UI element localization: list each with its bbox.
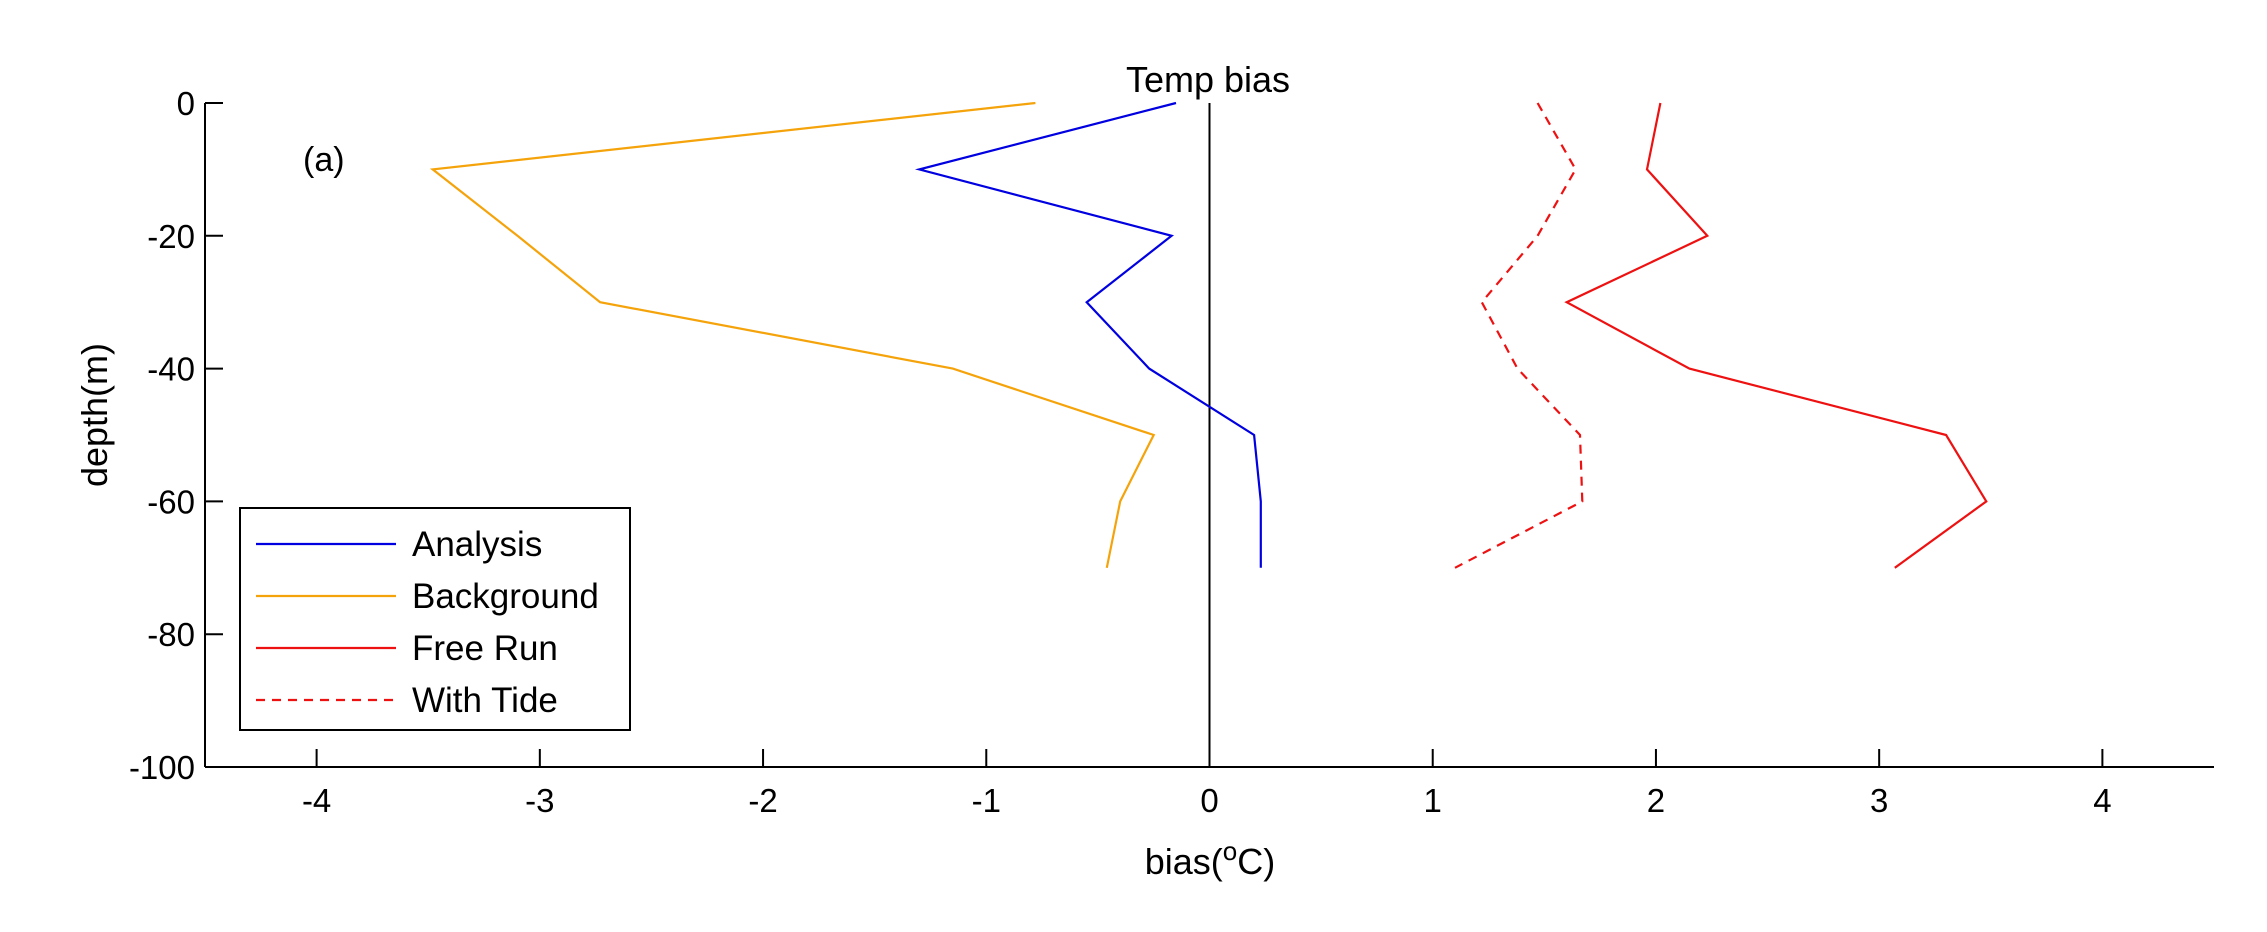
x-axis-title-base: bias( [1145,841,1223,882]
x-tick-label: 0 [1200,782,1218,819]
y-tick-label: -60 [147,483,195,520]
y-tick-label: -100 [129,749,195,786]
x-tick-label: -3 [525,782,554,819]
x-tick-label: 2 [1647,782,1665,819]
x-tick-label: -1 [972,782,1001,819]
y-tick-label: 0 [177,85,195,122]
y-axis-title: depth(m) [74,343,115,487]
y-tick-label: -40 [147,351,195,388]
x-tick-label: 1 [1424,782,1442,819]
x-tick-label: 3 [1870,782,1888,819]
y-tick-label: -20 [147,218,195,255]
chart-title: Temp bias [1126,59,1290,100]
legend-label-analysis: Analysis [412,525,542,564]
series-line-with-tide [1454,102,1584,569]
x-tick-label: -2 [748,782,777,819]
series-line-background [429,101,1156,569]
legend-label-free-run: Free Run [412,629,558,668]
x-axis-title: bias(oC) [1145,836,1276,882]
y-tick-label: -80 [147,616,195,653]
series-layer [429,101,1988,569]
x-tick-label: 4 [2093,782,2111,819]
legend-items: Analysis Background Free Run With Tide [256,525,599,720]
panel-label: (a) [303,141,345,179]
legend-label-background: Background [412,577,599,616]
legend: Analysis Background Free Run With Tide [239,507,631,731]
axes-layer: -4 -3 -2 -1 0 1 2 3 4 0 -20 -40 -60 -80 -100 [129,85,2214,819]
legend-label-with-tide: With Tide [412,681,558,720]
series-line-analysis [914,101,1262,568]
x-tick-label: -4 [302,782,331,819]
series-line-free-run [1564,102,1988,569]
x-axis-title-unit: C) [1237,841,1275,882]
x-axis-title-superscript: o [1223,836,1237,866]
